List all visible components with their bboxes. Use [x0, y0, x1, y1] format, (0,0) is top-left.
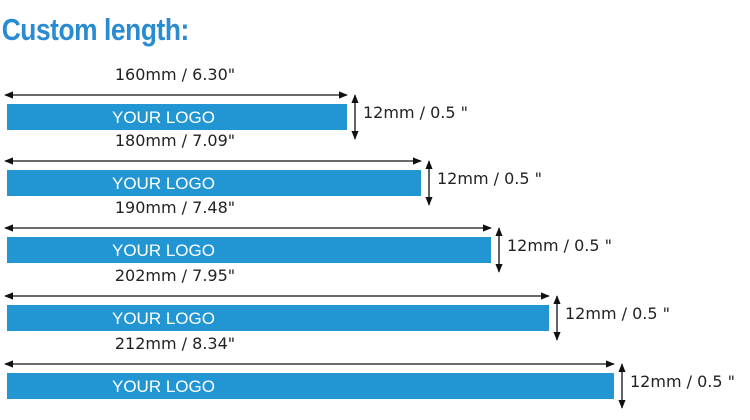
height-label: 12mm / 0.5 " [565, 304, 670, 323]
logo-text: YOUR LOGO [112, 309, 215, 328]
logo-text: YOUR LOGO [112, 241, 215, 260]
band [7, 104, 347, 130]
band [7, 170, 421, 196]
height-label: 12mm / 0.5 " [437, 169, 542, 188]
logo-text: YOUR LOGO [112, 377, 215, 396]
length-label: 190mm / 7.48" [115, 198, 235, 217]
band [7, 373, 614, 399]
length-label: 180mm / 7.09" [115, 131, 235, 150]
length-label: 160mm / 6.30" [115, 65, 235, 84]
length-label: 212mm / 8.34" [115, 334, 235, 353]
band [7, 305, 549, 331]
height-label: 12mm / 0.5 " [507, 236, 612, 255]
logo-text: YOUR LOGO [112, 108, 215, 127]
title: Custom length: [2, 13, 189, 47]
height-label: 12mm / 0.5 " [630, 372, 735, 391]
height-label: 12mm / 0.5 " [363, 103, 468, 122]
band [7, 237, 491, 263]
length-label: 202mm / 7.95" [115, 266, 235, 285]
logo-text: YOUR LOGO [112, 174, 215, 193]
